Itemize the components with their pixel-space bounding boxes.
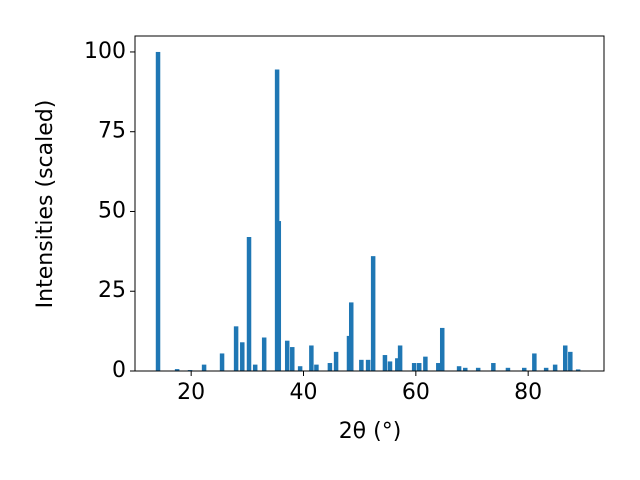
bar (382, 355, 388, 371)
bar (240, 342, 245, 371)
bar (365, 359, 371, 371)
bar (521, 367, 527, 371)
bar (233, 326, 239, 371)
bar (411, 363, 417, 371)
bar (475, 367, 481, 371)
bar (416, 363, 422, 371)
bar (252, 364, 258, 371)
bar (348, 302, 354, 371)
bar (562, 345, 568, 371)
bar (276, 221, 282, 371)
x-tick-label: 80 (514, 380, 542, 405)
bar (284, 340, 290, 371)
bar (359, 359, 364, 371)
bar (436, 363, 441, 371)
bar (309, 345, 314, 371)
bar (439, 327, 445, 371)
bar (201, 364, 207, 371)
bar (155, 51, 161, 371)
bar (274, 69, 280, 371)
bar (505, 367, 511, 371)
bar (532, 353, 537, 371)
y-tick-label: 50 (98, 198, 126, 223)
bar (219, 353, 225, 371)
y-axis-label: Intensities (scaled) (33, 100, 58, 309)
bar (370, 256, 376, 371)
bar (397, 345, 403, 371)
x-tick-label: 60 (402, 380, 430, 405)
bar (456, 366, 462, 371)
x-tick-label: 20 (177, 380, 205, 405)
y-tick-label: 75 (98, 119, 126, 144)
x-tick-label: 40 (290, 380, 318, 405)
bar (297, 366, 303, 371)
y-tick-label: 0 (112, 358, 126, 383)
plot-frame (134, 35, 605, 372)
bar (491, 363, 496, 371)
bar (423, 356, 428, 371)
bar (261, 337, 267, 371)
y-tick-label: 100 (84, 39, 126, 64)
bar (314, 364, 319, 371)
bar (387, 361, 393, 371)
bar (552, 364, 558, 371)
bar (568, 351, 573, 371)
bar (575, 369, 581, 371)
bar (327, 363, 333, 371)
y-tick-label: 25 (98, 278, 126, 303)
bar (174, 369, 180, 371)
bar (543, 367, 549, 371)
bar (463, 367, 468, 371)
x-axis-label: 2θ (°) (339, 419, 402, 444)
bar (395, 358, 400, 371)
bar (333, 351, 339, 371)
bar (290, 347, 295, 371)
bar (246, 237, 252, 371)
